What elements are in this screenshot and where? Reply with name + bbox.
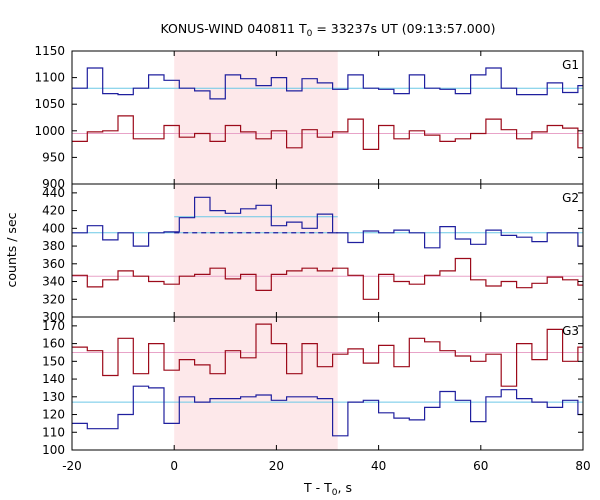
y-tick-label: 1000 bbox=[34, 124, 65, 138]
series-red-g2 bbox=[72, 257, 583, 300]
x-tick-label: -20 bbox=[62, 459, 82, 473]
y-tick-label: 420 bbox=[42, 204, 65, 218]
panel-g3: 100 110 120 130 140 150 160 170 G3 bbox=[42, 316, 584, 457]
y-tick-label: 360 bbox=[42, 257, 65, 271]
y-tick-label: 1050 bbox=[34, 97, 65, 111]
y-tick-label: 400 bbox=[42, 221, 65, 235]
series-blue-g1 bbox=[72, 67, 583, 100]
x-tick-label: 40 bbox=[371, 459, 386, 473]
y-tick-label: 160 bbox=[42, 337, 65, 351]
y-tick-label: 950 bbox=[42, 150, 65, 164]
y-tick-label: 1150 bbox=[34, 44, 65, 58]
y-axis-label: counts / sec bbox=[4, 212, 19, 287]
y-tick-label: 900 bbox=[42, 177, 65, 191]
y-tick-label: 300 bbox=[42, 310, 65, 324]
series-blue-g2 bbox=[72, 196, 583, 249]
panel-label: G1 bbox=[562, 58, 579, 72]
shaded-interval bbox=[174, 51, 338, 450]
x-tick-label: 0 bbox=[170, 459, 178, 473]
y-tick-label: 100 bbox=[42, 443, 65, 457]
series-blue-g3 bbox=[72, 385, 583, 437]
chart-title: KONUS-WIND 040811 T0 = 33237s UT (09:13:… bbox=[160, 21, 495, 39]
y-tick-label: 380 bbox=[42, 239, 65, 253]
series-red-g3 bbox=[72, 323, 583, 387]
series-red-g1 bbox=[72, 115, 583, 150]
panel-frame bbox=[71, 316, 584, 451]
x-tick-label: 80 bbox=[575, 459, 590, 473]
y-tick-label: 150 bbox=[42, 354, 65, 368]
plot-area: 9009501000105011001150G13003203403603804… bbox=[34, 44, 590, 473]
y-tick-label: 120 bbox=[42, 408, 65, 422]
x-tick-label: 20 bbox=[269, 459, 284, 473]
y-tick-label: 110 bbox=[42, 425, 65, 439]
y-tick-label: 140 bbox=[42, 372, 65, 386]
panel-label: G2 bbox=[562, 191, 579, 205]
panel-label: G3 bbox=[562, 324, 579, 338]
y-tick-label: 1100 bbox=[34, 71, 65, 85]
panel-g2: 300 320 340 360 380 400 420 440 G2 bbox=[42, 183, 584, 324]
y-tick-label: 340 bbox=[42, 275, 65, 289]
y-tick-label: 170 bbox=[42, 319, 65, 333]
y-tick-label: 440 bbox=[42, 186, 65, 200]
y-tick-label: 130 bbox=[42, 390, 65, 404]
y-tick-label: 320 bbox=[42, 292, 65, 306]
x-axis-label: T - T0, s bbox=[303, 480, 352, 498]
panel-g1: 900 950 1000 1050 1100 1150 G1 bbox=[34, 44, 584, 191]
x-tick-label: 60 bbox=[473, 459, 488, 473]
